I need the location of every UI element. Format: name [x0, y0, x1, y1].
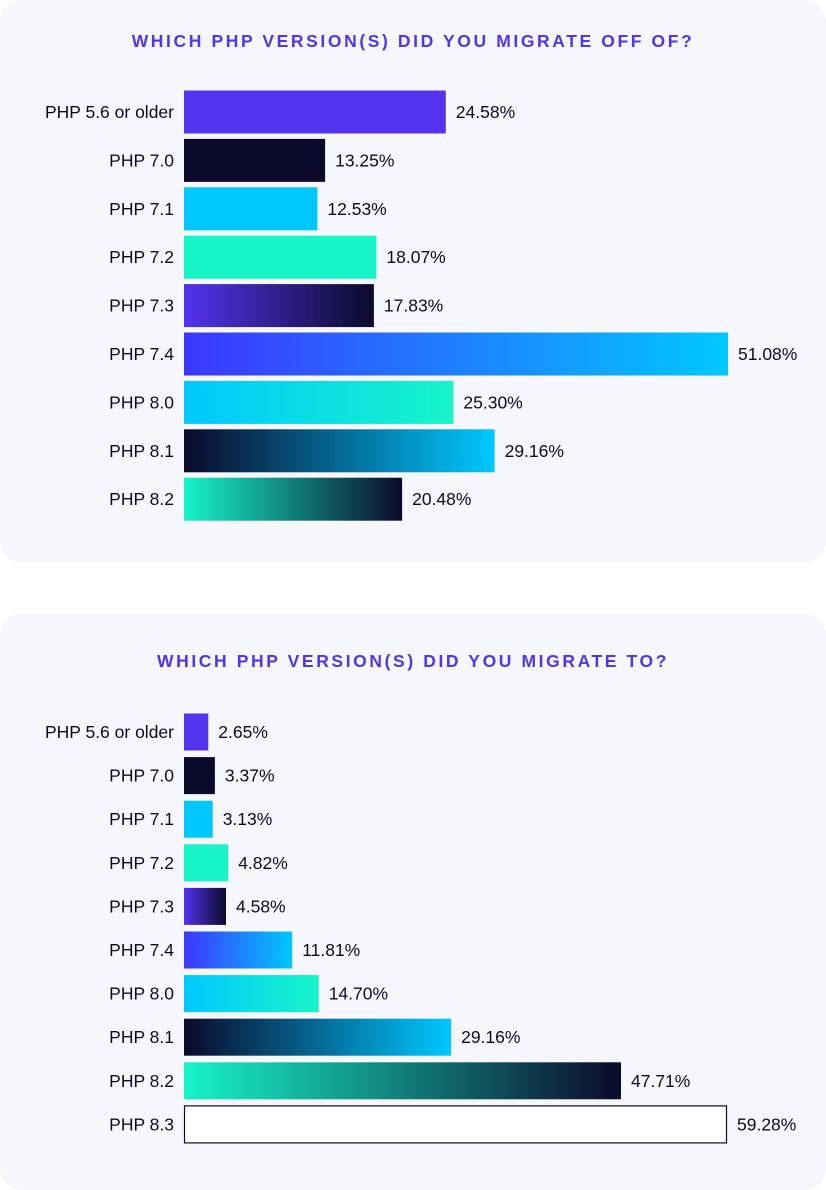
category-label: PHP 7.0	[109, 150, 174, 170]
bar	[184, 90, 446, 134]
bar-chart-migrated-off: PHP 5.6 or older 24.58% PHP 7.0 13.25% PHP 7…	[45, 90, 797, 521]
value-label: 20.48%	[412, 489, 471, 509]
value-label: 12.53%	[327, 199, 386, 219]
bar	[184, 931, 293, 969]
category-label: PHP 8.1	[109, 441, 174, 461]
category-label: PHP 7.0	[109, 766, 174, 786]
value-label: 24.58%	[456, 102, 515, 122]
bar	[184, 332, 728, 376]
bar	[184, 380, 454, 424]
value-label: 2.65%	[218, 722, 268, 742]
bar	[184, 1018, 452, 1056]
chart-card-migrated-to: WHICH PHP VERSION(S) DID YOU MIGRATE TO?…	[0, 613, 826, 1190]
category-label: PHP 8.2	[109, 489, 174, 509]
category-label: PHP 7.4	[109, 344, 174, 364]
category-label: PHP 8.1	[109, 1027, 174, 1047]
value-label: 29.16%	[461, 1027, 520, 1047]
category-label: PHP 8.0	[109, 392, 174, 412]
bar	[184, 713, 209, 751]
bar	[184, 138, 326, 182]
bar	[184, 477, 403, 521]
bar	[184, 284, 374, 328]
bar	[184, 757, 215, 795]
bar	[184, 235, 377, 279]
category-label: PHP 7.1	[109, 199, 174, 219]
bar	[184, 887, 226, 925]
value-label: 3.13%	[223, 809, 273, 829]
bar	[184, 187, 318, 231]
category-label: PHP 8.2	[109, 1071, 174, 1091]
value-label: 25.30%	[463, 392, 522, 412]
value-label: 59.28%	[737, 1114, 796, 1134]
category-label: PHP 8.3	[109, 1114, 174, 1134]
value-label: 11.81%	[302, 940, 360, 960]
bar	[184, 1062, 621, 1100]
bar	[184, 844, 229, 882]
bar	[184, 975, 319, 1013]
value-label: 3.37%	[225, 766, 275, 786]
bar-chart-migrated-to: PHP 5.6 or older 2.65% PHP 7.0 3.37% PHP 7.1…	[45, 713, 796, 1144]
value-label: 29.16%	[505, 441, 564, 461]
value-label: 51.08%	[738, 344, 797, 364]
category-label: PHP 7.4	[109, 940, 174, 960]
bar	[184, 800, 213, 838]
value-label: 17.83%	[384, 296, 443, 316]
chart-card-migrated-off: WHICH PHP VERSION(S) DID YOU MIGRATE OFF…	[0, 0, 826, 563]
value-label: 18.07%	[386, 247, 445, 267]
value-label: 4.58%	[236, 896, 286, 916]
category-label: PHP 7.1	[109, 809, 174, 829]
value-label: 14.70%	[329, 984, 388, 1004]
category-label: PHP 5.6 or older	[45, 722, 174, 742]
category-label: PHP 7.3	[109, 896, 174, 916]
bar	[184, 429, 495, 473]
category-label: PHP 7.2	[109, 247, 174, 267]
value-label: 4.82%	[238, 853, 288, 873]
category-label: PHP 8.0	[109, 984, 174, 1004]
category-label: PHP 5.6 or older	[45, 102, 174, 122]
bar	[183, 1105, 728, 1144]
chart-title: WHICH PHP VERSION(S) DID YOU MIGRATE TO?	[156, 651, 670, 671]
category-label: PHP 7.2	[109, 853, 174, 873]
value-label: 47.71%	[631, 1071, 690, 1091]
chart-title: WHICH PHP VERSION(S) DID YOU MIGRATE OFF…	[131, 31, 695, 51]
category-label: PHP 7.3	[109, 296, 174, 316]
value-label: 13.25%	[335, 150, 394, 170]
